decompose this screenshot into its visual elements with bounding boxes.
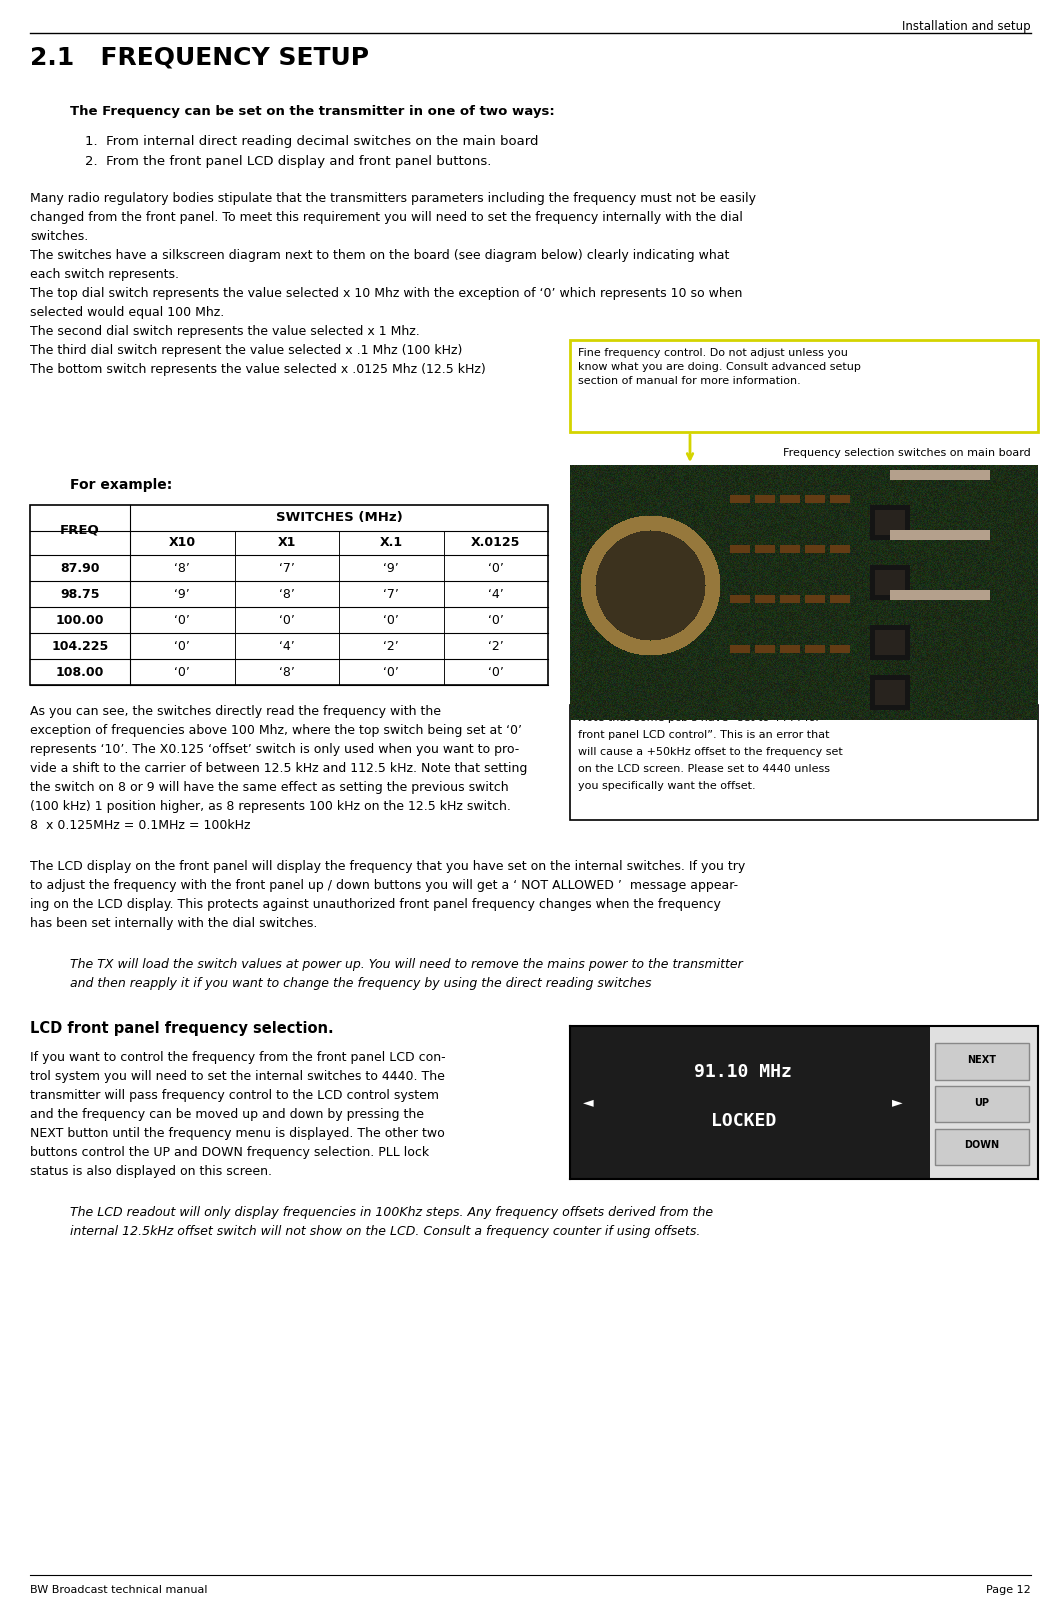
Text: FREQ: FREQ <box>60 524 100 536</box>
Text: Installation and setup: Installation and setup <box>902 19 1031 32</box>
Text: trol system you will need to set the internal switches to 4440. The: trol system you will need to set the int… <box>30 1070 445 1083</box>
Text: If you want to control the frequency from the front panel LCD con-: If you want to control the frequency fro… <box>30 1050 446 1063</box>
Text: changed from the front panel. To meet this requirement you will need to set the : changed from the front panel. To meet th… <box>30 211 743 224</box>
Text: Frequency selection switches on main board: Frequency selection switches on main boa… <box>783 448 1031 458</box>
Text: 2.1   FREQUENCY SETUP: 2.1 FREQUENCY SETUP <box>30 45 369 69</box>
Text: has been set internally with the dial switches.: has been set internally with the dial sw… <box>30 917 317 930</box>
Text: the switch on 8 or 9 will have the same effect as setting the previous switch: the switch on 8 or 9 will have the same … <box>30 781 508 794</box>
Text: For example:: For example: <box>70 478 172 491</box>
Text: ‘0’: ‘0’ <box>383 665 399 678</box>
Text: ‘0’: ‘0’ <box>488 665 504 678</box>
Text: ‘0’: ‘0’ <box>174 614 190 627</box>
Bar <box>570 340 1038 432</box>
Text: switches.: switches. <box>30 230 88 243</box>
Text: ‘0’: ‘0’ <box>174 640 190 652</box>
Text: each switch represents.: each switch represents. <box>30 267 179 280</box>
Text: ‘8’: ‘8’ <box>174 562 190 575</box>
Text: ‘9’: ‘9’ <box>174 588 190 601</box>
Text: ‘9’: ‘9’ <box>383 562 399 575</box>
Text: 2.  From the front panel LCD display and front panel buttons.: 2. From the front panel LCD display and … <box>85 155 491 168</box>
Bar <box>930 1026 1038 1179</box>
Text: ‘2’: ‘2’ <box>488 640 504 652</box>
Text: LCD front panel frequency selection.: LCD front panel frequency selection. <box>30 1021 333 1036</box>
Text: ‘2’: ‘2’ <box>383 640 399 652</box>
Text: ‘0’: ‘0’ <box>383 614 399 627</box>
Text: 1.  From internal direct reading decimal switches on the main board: 1. From internal direct reading decimal … <box>85 135 539 148</box>
Text: Fine frequency control. Do not adjust unless you: Fine frequency control. Do not adjust un… <box>578 348 848 358</box>
Text: and the frequency can be moved up and down by pressing the: and the frequency can be moved up and do… <box>30 1108 424 1121</box>
Text: ‘4’: ‘4’ <box>279 640 295 652</box>
Text: The switches have a silkscreen diagram next to them on the board (see diagram be: The switches have a silkscreen diagram n… <box>30 250 729 263</box>
Text: DOWN: DOWN <box>964 1141 999 1150</box>
Text: 8  x 0.125MHz = 0.1MHz = 100kHz: 8 x 0.125MHz = 0.1MHz = 100kHz <box>30 818 250 831</box>
Text: LOCKED: LOCKED <box>711 1112 776 1129</box>
Text: The third dial switch represent the value selected x .1 Mhz (100 kHz): The third dial switch represent the valu… <box>30 345 463 358</box>
Text: 87.90: 87.90 <box>60 562 100 575</box>
Text: ‘0’: ‘0’ <box>279 614 295 627</box>
Text: status is also displayed on this screen.: status is also displayed on this screen. <box>30 1165 272 1178</box>
Text: know what you are doing. Consult advanced setup: know what you are doing. Consult advance… <box>578 362 860 372</box>
Text: ‘8’: ‘8’ <box>279 588 295 601</box>
Text: The LCD readout will only display frequencies in 100Khz steps. Any frequency off: The LCD readout will only display freque… <box>70 1207 713 1220</box>
Text: (100 kHz) 1 position higher, as 8 represents 100 kHz on the 12.5 kHz switch.: (100 kHz) 1 position higher, as 8 repres… <box>30 801 511 814</box>
Text: 91.10 MHz: 91.10 MHz <box>694 1063 793 1081</box>
Text: The second dial switch represents the value selected x 1 Mhz.: The second dial switch represents the va… <box>30 325 420 338</box>
Text: ►: ► <box>892 1095 903 1110</box>
Text: section of manual for more information.: section of manual for more information. <box>578 375 801 387</box>
Bar <box>30 504 547 685</box>
Text: ‘0’: ‘0’ <box>488 562 504 575</box>
Text: Many radio regulatory bodies stipulate that the transmitters parameters includin: Many radio regulatory bodies stipulate t… <box>30 192 756 205</box>
Text: X10: X10 <box>169 536 196 549</box>
Text: ‘7’: ‘7’ <box>279 562 295 575</box>
Text: The LCD display on the front panel will display the frequency that you have set : The LCD display on the front panel will … <box>30 860 745 873</box>
Text: UP: UP <box>974 1097 989 1107</box>
Text: will cause a +50kHz offset to the frequency set: will cause a +50kHz offset to the freque… <box>578 748 842 757</box>
Text: 108.00: 108.00 <box>56 665 104 678</box>
Text: represents ‘10’. The X0.125 ‘offset’ switch is only used when you want to pro-: represents ‘10’. The X0.125 ‘offset’ swi… <box>30 743 519 756</box>
Text: ing on the LCD display. This protects against unauthorized front panel frequency: ing on the LCD display. This protects ag… <box>30 897 720 910</box>
Text: you specifically want the offset.: you specifically want the offset. <box>578 781 755 791</box>
FancyBboxPatch shape <box>935 1086 1029 1123</box>
FancyBboxPatch shape <box>935 1129 1029 1165</box>
Text: X.1: X.1 <box>380 536 403 549</box>
Text: ‘7’: ‘7’ <box>383 588 399 601</box>
Text: and then reapply it if you want to change the frequency by using the direct read: and then reapply it if you want to chang… <box>70 976 651 991</box>
Text: exception of frequencies above 100 Mhz, where the top switch being set at ‘0’: exception of frequencies above 100 Mhz, … <box>30 723 522 736</box>
Text: ‘0’: ‘0’ <box>488 614 504 627</box>
Text: As you can see, the switches directly read the frequency with the: As you can see, the switches directly re… <box>30 706 441 719</box>
Bar <box>570 1026 921 1179</box>
Text: to adjust the frequency with the front panel up / down buttons you will get a ‘ : to adjust the frequency with the front p… <box>30 880 738 892</box>
Text: buttons control the UP and DOWN frequency selection. PLL lock: buttons control the UP and DOWN frequenc… <box>30 1145 429 1158</box>
Text: X.0125: X.0125 <box>471 536 521 549</box>
Text: vide a shift to the carrier of between 12.5 kHz and 112.5 kHz. Note that setting: vide a shift to the carrier of between 1… <box>30 762 527 775</box>
Text: The top dial switch represents the value selected x 10 Mhz with the exception of: The top dial switch represents the value… <box>30 287 743 300</box>
Text: Note that some pcb’s have “set to 4444 for: Note that some pcb’s have “set to 4444 f… <box>578 714 820 723</box>
Text: The TX will load the switch values at power up. You will need to remove the main: The TX will load the switch values at po… <box>70 959 743 971</box>
Text: transmitter will pass frequency control to the LCD control system: transmitter will pass frequency control … <box>30 1089 439 1102</box>
FancyBboxPatch shape <box>935 1042 1029 1079</box>
Text: front panel LCD control”. This is an error that: front panel LCD control”. This is an err… <box>578 730 830 739</box>
Text: NEXT button until the frequency menu is displayed. The other two: NEXT button until the frequency menu is … <box>30 1128 445 1141</box>
Text: 100.00: 100.00 <box>56 614 104 627</box>
Text: ‘0’: ‘0’ <box>174 665 190 678</box>
Text: selected would equal 100 Mhz.: selected would equal 100 Mhz. <box>30 306 224 319</box>
Bar <box>570 706 1038 820</box>
Text: The Frequency can be set on the transmitter in one of two ways:: The Frequency can be set on the transmit… <box>70 105 555 118</box>
Text: NEXT: NEXT <box>968 1055 996 1065</box>
Text: ‘8’: ‘8’ <box>279 665 295 678</box>
Text: ◄: ◄ <box>584 1095 594 1110</box>
Text: BW Broadcast technical manual: BW Broadcast technical manual <box>30 1585 208 1595</box>
Text: 98.75: 98.75 <box>60 588 100 601</box>
Text: ‘4’: ‘4’ <box>488 588 504 601</box>
Text: on the LCD screen. Please set to 4440 unless: on the LCD screen. Please set to 4440 un… <box>578 764 830 773</box>
Text: 104.225: 104.225 <box>51 640 108 652</box>
Text: The bottom switch represents the value selected x .0125 Mhz (12.5 kHz): The bottom switch represents the value s… <box>30 362 486 375</box>
Text: X1: X1 <box>278 536 296 549</box>
Text: internal 12.5kHz offset switch will not show on the LCD. Consult a frequency cou: internal 12.5kHz offset switch will not … <box>70 1224 700 1237</box>
Text: SWITCHES (MHz): SWITCHES (MHz) <box>276 512 402 525</box>
Text: Page 12: Page 12 <box>987 1585 1031 1595</box>
